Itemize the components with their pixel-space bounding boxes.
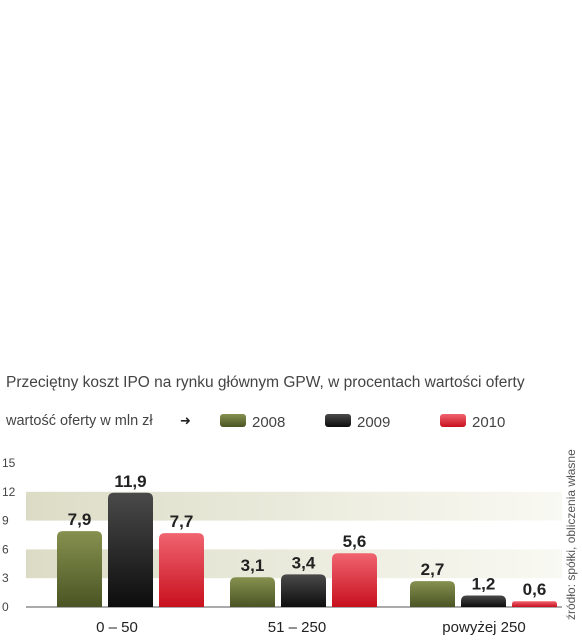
- legend-swatch-2009: [325, 414, 351, 427]
- bar-2010-1: [332, 553, 377, 607]
- arrow-right-icon: ➜: [180, 413, 191, 428]
- y-axis: 0 3 6 9 12 15: [2, 456, 16, 614]
- legend-label-2010: 2010: [472, 414, 505, 431]
- data-label: 7,9: [68, 510, 92, 529]
- y-tick-label: 0: [2, 600, 9, 614]
- bars: 7,9 11,9 7,7 3,1 3,4 5,6 2,7 1,2 0,6: [57, 472, 557, 607]
- x-axis-label: wartość oferty w mln zł: [5, 413, 153, 429]
- data-label: 5,6: [343, 532, 367, 551]
- legend-label-2009: 2009: [357, 414, 390, 431]
- y-tick-label: 9: [2, 514, 9, 528]
- source-note: źródło: spółki, obliczenia własne: [564, 449, 578, 620]
- chart-title: Przeciętny koszt IPO na rynku głównym GP…: [6, 374, 525, 391]
- x-tick-label: 51 – 250: [268, 619, 326, 636]
- bar-2008-1: [230, 577, 275, 607]
- data-label: 0,6: [523, 580, 547, 599]
- x-axis: 0 – 50 51 – 250 powyżej 250: [96, 619, 526, 636]
- x-tick-label: powyżej 250: [442, 619, 525, 636]
- legend-swatch-2010: [440, 414, 466, 427]
- x-tick-label: 0 – 50: [96, 619, 138, 636]
- data-label: 11,9: [114, 472, 146, 491]
- y-tick-label: 6: [2, 542, 9, 556]
- bar-2009-2: [461, 595, 506, 607]
- data-label: 1,2: [472, 574, 496, 593]
- bar-2009-1: [281, 574, 326, 607]
- legend-swatch-2008: [220, 414, 246, 427]
- y-tick-label: 12: [2, 485, 16, 499]
- data-label: 7,7: [170, 512, 194, 531]
- data-label: 3,1: [241, 556, 265, 575]
- legend-label-2008: 2008: [252, 414, 285, 431]
- bar-2009-0: [108, 492, 153, 607]
- y-tick-label: 15: [2, 456, 16, 470]
- bar-2010-0: [159, 533, 204, 607]
- bar-2008-0: [57, 531, 102, 607]
- legend: 2008 2009 2010: [220, 414, 505, 431]
- data-label: 2,7: [421, 560, 445, 579]
- y-tick-label: 3: [2, 571, 9, 585]
- grid-band: [26, 491, 562, 521]
- bar-2010-2: [512, 601, 557, 607]
- data-label: 3,4: [292, 553, 316, 572]
- bar-2008-2: [410, 581, 455, 607]
